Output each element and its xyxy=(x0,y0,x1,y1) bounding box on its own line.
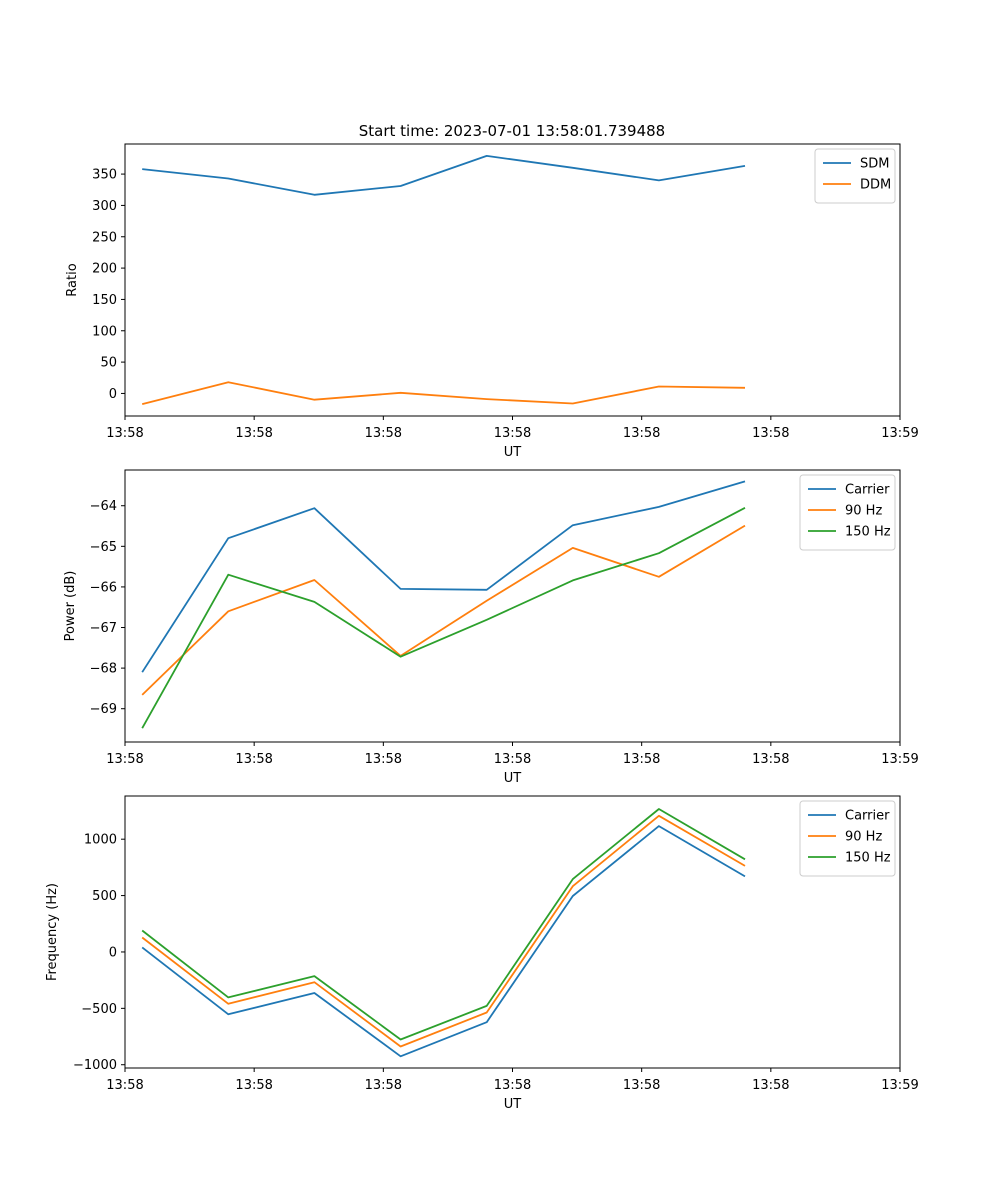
legend: Carrier 90 Hz 150 Hz xyxy=(799,800,896,877)
series-line-carrier xyxy=(141,825,746,1058)
series-line-sdm xyxy=(142,154,746,196)
axes-frame xyxy=(124,143,901,417)
x-tick-label: 13:58 xyxy=(106,1078,143,1093)
x-tick-label: 13:58 xyxy=(106,752,143,767)
subplot-1: 0 50 100 150 200 250 300 350 13:58 13:58 13:58 13:5… xyxy=(65,143,919,460)
x-tick-label: 13:58 xyxy=(235,426,272,441)
y-tick-label: −1000 xyxy=(73,1058,117,1073)
legend: SDM DDM xyxy=(814,148,896,204)
legend: Carrier 90 Hz 150 Hz xyxy=(799,474,896,551)
y-tick-label: −64 xyxy=(90,499,117,514)
x-tick-label: 13:58 xyxy=(494,752,531,767)
y-tick-label: 150 xyxy=(92,293,117,308)
y-tick-label: −66 xyxy=(90,580,117,595)
y-tick-label: 50 xyxy=(100,356,117,371)
x-tick-label: 13:58 xyxy=(623,426,660,441)
x-tick-label: 13:58 xyxy=(365,1078,402,1093)
x-tick-label: 13:58 xyxy=(752,1078,789,1093)
y-axis-label: Power (dB) xyxy=(63,571,78,642)
x-tick-label: 13:58 xyxy=(235,752,272,767)
x-tick-label: 13:58 xyxy=(235,1078,272,1093)
series-line-150-hz xyxy=(141,507,746,729)
y-tick-label: −500 xyxy=(81,1002,117,1017)
y-tick-label: 200 xyxy=(92,262,117,277)
x-tick-label: 13:58 xyxy=(623,1078,660,1093)
legend-label: 90 Hz xyxy=(845,504,882,519)
x-tick-label: 13:58 xyxy=(106,426,143,441)
series-line-carrier xyxy=(141,480,746,673)
x-tick-label: 13:58 xyxy=(623,752,660,767)
y-tick-label: 350 xyxy=(92,168,117,183)
y-tick-label: 1000 xyxy=(84,833,117,848)
legend-label: DDM xyxy=(860,178,891,193)
x-tick-label: 13:58 xyxy=(365,426,402,441)
y-tick-label: −69 xyxy=(90,702,117,717)
series-line-90-hz xyxy=(141,524,746,696)
y-tick-label: 100 xyxy=(92,324,117,339)
y-tick-label: 250 xyxy=(92,230,117,245)
x-tick-label: 13:59 xyxy=(881,752,918,767)
y-tick-label: 0 xyxy=(109,387,117,402)
x-tick-label: 13:58 xyxy=(494,426,531,441)
series-line-90-hz xyxy=(141,814,746,1048)
legend-label: Carrier xyxy=(845,809,890,824)
legend-label: 150 Hz xyxy=(845,525,891,540)
x-axis-label: UT xyxy=(504,771,522,786)
y-tick-label: 300 xyxy=(92,199,117,214)
series-line-150-hz xyxy=(141,808,746,1041)
legend-label: 150 Hz xyxy=(845,851,891,866)
x-tick-label: 13:59 xyxy=(881,426,918,441)
axes-frame xyxy=(124,795,901,1069)
subplot-3: −1000 −500 0 500 1000 13:58 13:58 13:58 13:58 13:… xyxy=(45,795,919,1112)
x-tick-label: 13:58 xyxy=(752,752,789,767)
chart-title: Start time: 2023-07-01 13:58:01.739488 xyxy=(359,122,665,140)
subplots: 0 50 100 150 200 250 300 350 13:58 13:58 13:58 13:5… xyxy=(45,143,919,1112)
x-axis-label: UT xyxy=(504,445,522,460)
x-axis-label: UT xyxy=(504,1097,522,1112)
x-tick-label: 13:59 xyxy=(881,1078,918,1093)
x-tick-label: 13:58 xyxy=(752,426,789,441)
y-axis-label: Frequency (Hz) xyxy=(45,883,60,981)
legend-label: Carrier xyxy=(845,483,890,498)
y-tick-label: −68 xyxy=(90,662,117,677)
axes-frame xyxy=(124,469,901,743)
y-tick-label: 500 xyxy=(92,889,117,904)
legend-label: SDM xyxy=(860,157,889,172)
x-tick-label: 13:58 xyxy=(494,1078,531,1093)
subplot-2: −69 −68 −67 −66 −65 −64 13:58 13:58 13:58 13:58 13… xyxy=(63,469,919,786)
y-tick-label: −67 xyxy=(90,621,117,636)
series-line-ddm xyxy=(141,381,746,405)
y-tick-label: −65 xyxy=(90,540,117,555)
y-axis-label: Ratio xyxy=(65,263,80,296)
legend-label: 90 Hz xyxy=(845,830,882,845)
x-tick-label: 13:58 xyxy=(365,752,402,767)
y-tick-label: 0 xyxy=(109,945,117,960)
